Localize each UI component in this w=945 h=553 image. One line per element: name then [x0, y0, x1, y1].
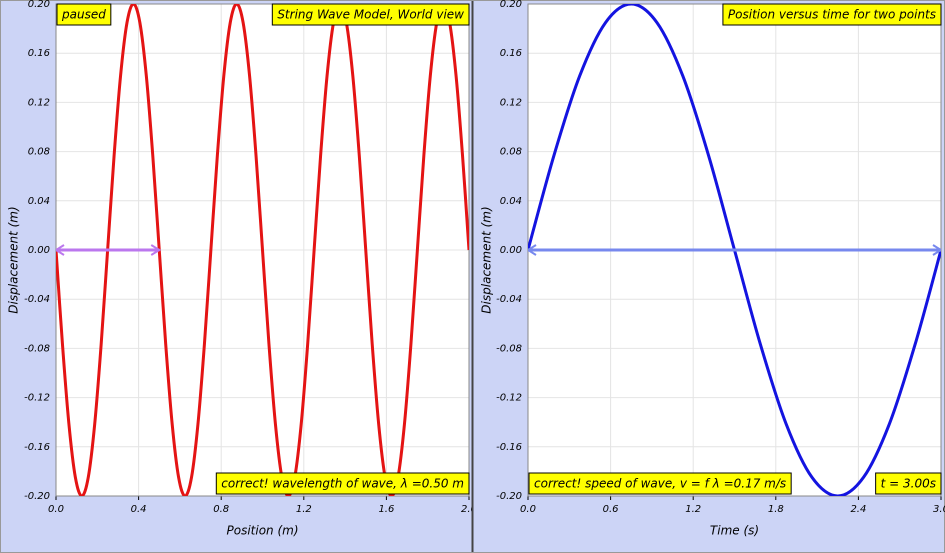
- y-tick-label: 0.00: [500, 245, 522, 256]
- x-axis-title: Position (m): [226, 524, 298, 538]
- info-box: [56, 3, 112, 26]
- info-box: [722, 3, 942, 26]
- x-tick-label: 1.2: [296, 504, 312, 515]
- y-tick-label: -0.08: [496, 343, 522, 354]
- y-tick-label: 0.16: [28, 48, 50, 59]
- series-group: [528, 4, 941, 496]
- arrow-head: [150, 244, 162, 256]
- x-tick-label: 0.4: [131, 504, 147, 515]
- y-tick-label: 0.08: [28, 147, 50, 158]
- y-tick-label: -0.08: [24, 343, 50, 354]
- arrow-head: [932, 244, 941, 256]
- y-tick-label: 0.08: [500, 147, 522, 158]
- info-label: correct! speed of wave, v = f λ =0.17 m/…: [534, 477, 786, 491]
- y-tick-label: 0.20: [500, 0, 522, 10]
- y-tick-label: 0.12: [28, 97, 50, 108]
- info-label: Position versus time for two points: [728, 8, 936, 22]
- info-box: [271, 3, 470, 26]
- x-tick-label: 0.0: [48, 504, 64, 515]
- wave-line: [56, 4, 469, 496]
- y-axis-title: Displacement (m): [7, 206, 21, 313]
- y-tick-label: -0.20: [496, 491, 522, 502]
- y-tick-label: 0.04: [28, 196, 50, 207]
- plot-panel: 0.20 0.16 0.12 0.08 0.04 0.00 -0.04 -0.08 -0.12 -…: [480, 0, 945, 538]
- x-tick-label: 0.8: [213, 504, 229, 515]
- x-axis-title: Time (s): [710, 524, 759, 538]
- y-tick-label: 0.04: [500, 196, 522, 207]
- x-tick-label: 2.0: [461, 504, 477, 515]
- info-label: String Wave Model, World view: [277, 8, 464, 22]
- plot-panel: 0.20 0.16 0.12 0.08 0.04 0.00 -0.04 -0.08 -0.12 -…: [7, 0, 477, 538]
- series-group: [56, 4, 469, 496]
- info-label: correct! wavelength of wave, λ =0.50 m: [221, 477, 464, 491]
- info-box: [875, 472, 942, 495]
- info-label: paused: [61, 8, 106, 22]
- y-tick-label: -0.12: [496, 393, 522, 404]
- x-tick-label: 1.2: [685, 504, 701, 515]
- y-tick-label: -0.20: [24, 491, 50, 502]
- x-tick-label: 1.8: [768, 504, 784, 515]
- y-tick-label: 0.16: [500, 48, 522, 59]
- arrow-head: [56, 244, 65, 256]
- info-box: [528, 472, 792, 495]
- y-tick-label: 0.20: [28, 0, 50, 10]
- y-tick-label: -0.12: [24, 393, 50, 404]
- y-tick-label: -0.04: [496, 294, 522, 305]
- y-tick-label: 0.12: [500, 97, 522, 108]
- y-tick-label: -0.04: [24, 294, 50, 305]
- y-tick-label: -0.16: [496, 442, 522, 453]
- info-label: t = 3.00s: [881, 477, 936, 491]
- y-axis-title: Displacement (m): [480, 206, 494, 313]
- x-tick-label: 3.0: [933, 504, 945, 515]
- x-tick-label: 0.0: [520, 504, 536, 515]
- y-tick-label: 0.00: [28, 245, 50, 256]
- arrow-head: [528, 244, 537, 256]
- x-tick-label: 2.4: [850, 504, 866, 515]
- x-tick-label: 1.6: [378, 504, 394, 515]
- y-tick-label: -0.16: [24, 442, 50, 453]
- info-box: [215, 472, 470, 495]
- x-tick-label: 0.6: [603, 504, 619, 515]
